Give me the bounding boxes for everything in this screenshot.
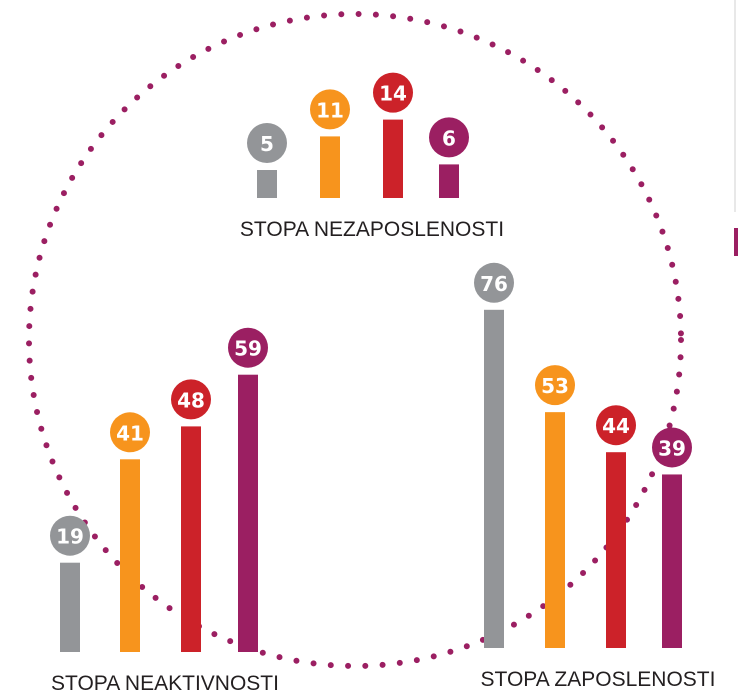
value-label: 76	[480, 272, 508, 296]
bar	[484, 309, 504, 648]
edge-block	[734, 228, 738, 256]
bar	[181, 426, 201, 652]
value-badge	[171, 379, 211, 420]
value-label: 6	[442, 126, 456, 150]
value-badge	[50, 515, 90, 556]
value-label: 14	[379, 82, 407, 106]
value-badge	[110, 412, 150, 453]
bar	[320, 136, 340, 198]
value-badge	[373, 72, 413, 113]
bar	[662, 474, 682, 648]
group-title: STOPA NEZAPOSLENOSTI	[240, 218, 504, 241]
bar	[120, 459, 140, 652]
bar	[60, 562, 80, 652]
value-badge	[228, 327, 268, 368]
value-label: 53	[541, 374, 569, 398]
bar	[238, 374, 258, 652]
value-label: 11	[316, 98, 344, 122]
bar	[439, 164, 459, 198]
value-badge	[535, 365, 575, 406]
bar	[257, 170, 277, 198]
bar	[606, 452, 626, 648]
value-label: 41	[116, 421, 144, 445]
group-title: STOPA ZAPOSLENOSTI	[481, 668, 716, 691]
value-badge	[310, 89, 350, 130]
bar	[383, 119, 403, 198]
value-badge	[247, 123, 287, 163]
group-title: STOPA NEAKTIVNOSTI	[51, 672, 279, 695]
bar	[545, 412, 565, 648]
value-label: 39	[658, 436, 686, 460]
value-label: 48	[177, 388, 205, 412]
value-label: 59	[234, 337, 262, 361]
value-badge	[474, 262, 514, 303]
value-label: 19	[56, 525, 84, 549]
value-label: 44	[602, 414, 630, 438]
value-label: 5	[260, 132, 274, 156]
value-badge	[596, 405, 636, 446]
value-badge	[429, 117, 469, 158]
dotted-ring	[26, 11, 684, 669]
value-badge	[652, 427, 692, 468]
